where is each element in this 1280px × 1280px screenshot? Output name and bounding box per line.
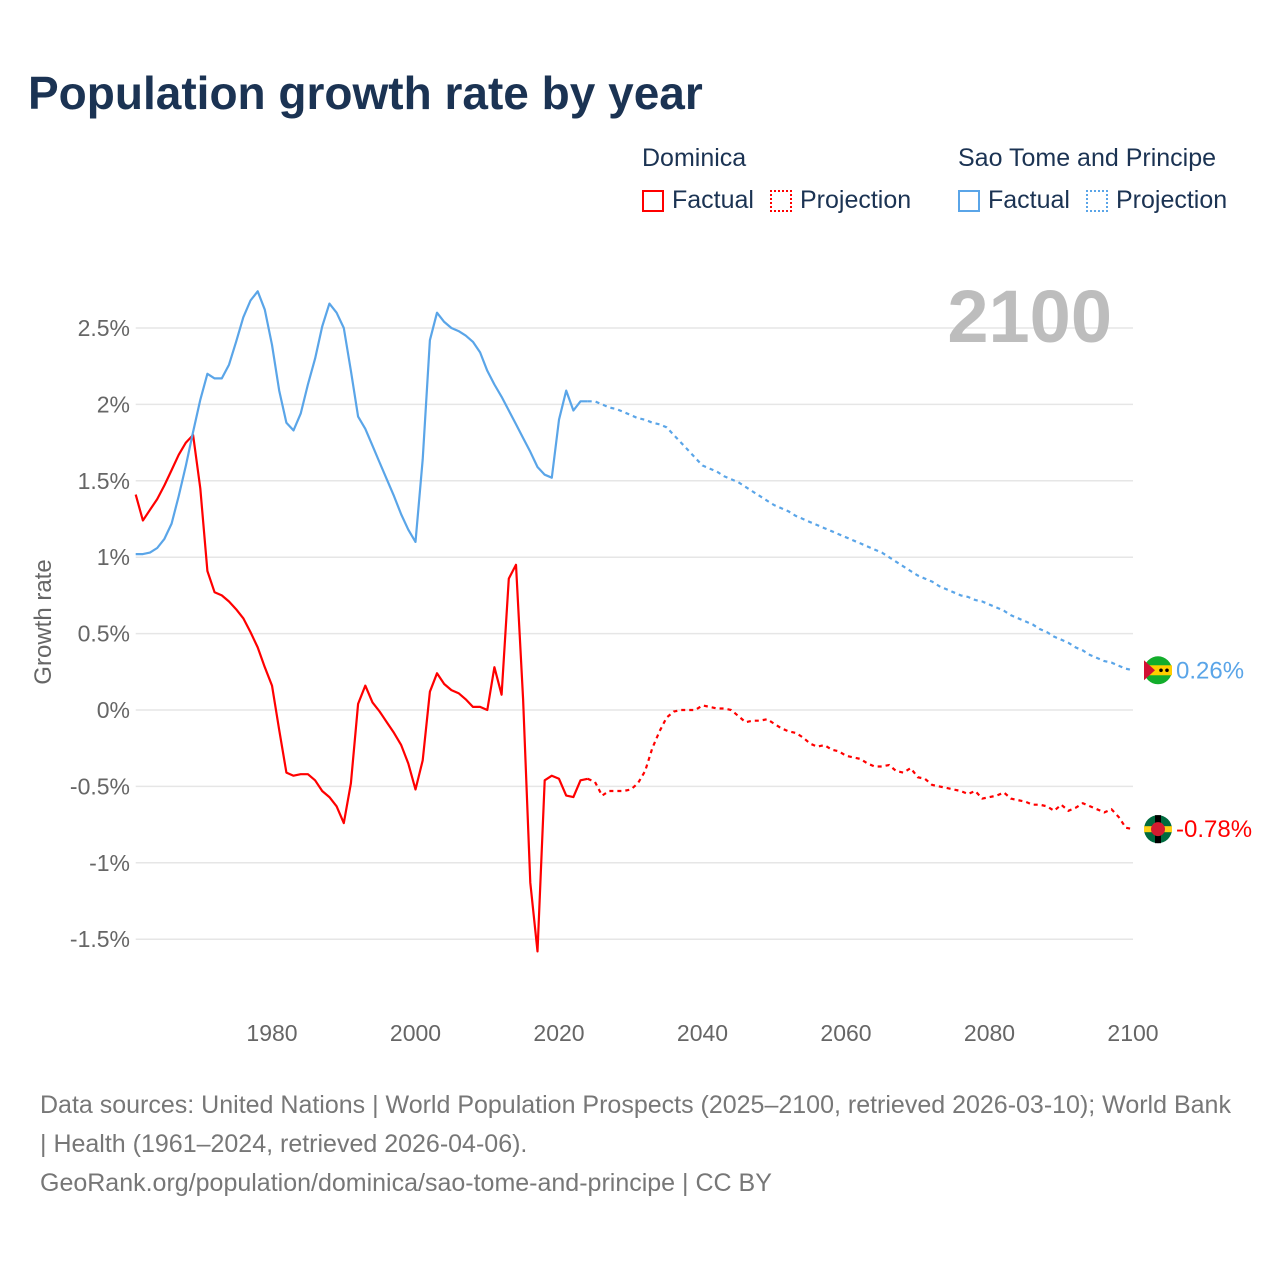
legend-swatch-solid	[958, 189, 980, 212]
legend-label: Factual	[672, 186, 754, 214]
x-tick-label: 2080	[964, 1020, 1015, 1046]
y-tick-label: 1%	[97, 544, 130, 570]
legend-stp-factual[interactable]: Factual	[958, 186, 1070, 215]
flag-star	[1159, 668, 1163, 673]
x-tick-label: 2000	[390, 1020, 441, 1046]
end-value-label-sao-tome: 0.26%	[1176, 657, 1244, 684]
series-line-sao-tome-factual	[135, 290, 588, 556]
legend-dominica: Dominica Factual Projection	[642, 144, 927, 215]
y-axis-label: Growth rate	[30, 559, 57, 684]
legend-group-name: Dominica	[642, 144, 747, 172]
flag-triangle	[1144, 660, 1155, 681]
x-tick-label: 2020	[533, 1020, 584, 1046]
legend-swatch-dotted	[769, 189, 792, 212]
legend-stp-projection[interactable]: Projection	[1085, 186, 1228, 215]
legend-label: Factual	[988, 186, 1070, 214]
flag-sao-tome-icon	[1144, 656, 1172, 685]
x-tick-label: 2060	[820, 1020, 871, 1046]
legend-sao-tome: Sao Tome and Principe Factual Projection	[958, 144, 1243, 215]
chart-title: Population growth rate by year	[28, 67, 703, 119]
legend-swatch-dotted	[1085, 189, 1108, 212]
legend-dominica-factual[interactable]: Factual	[642, 186, 754, 215]
y-tick-label: -1.5%	[70, 926, 130, 952]
y-tick-label: 0%	[97, 697, 130, 723]
y-tick-label: 0.5%	[78, 621, 130, 647]
legend-swatch-solid	[642, 189, 664, 212]
attribution-link[interactable]: GeoRank.org/population/dominica/sao-tome…	[40, 1169, 772, 1197]
data-sources: Data sources: United Nations | World Pop…	[40, 1091, 1231, 1158]
flag-disc	[1151, 822, 1165, 837]
y-tick-label: 2.5%	[78, 315, 130, 341]
y-tick-label: 1.5%	[78, 468, 130, 494]
y-tick-label: -0.5%	[70, 773, 130, 799]
year-label: 2100	[947, 275, 1112, 358]
x-tick-label: 2100	[1107, 1020, 1158, 1046]
legend-dominica-projection[interactable]: Projection	[769, 186, 912, 215]
series-line-dominica-factual	[134, 433, 588, 953]
y-tick-label: 2%	[97, 391, 130, 417]
end-value-label-dominica: -0.78%	[1176, 816, 1252, 843]
footer: Data sources: United Nations | World Pop…	[40, 1086, 1240, 1203]
x-tick-label: 1980	[246, 1020, 297, 1046]
flag-dominica-icon	[1144, 815, 1172, 844]
legend-label: Projection	[1115, 186, 1228, 214]
series-line-sao-tome-projection	[587, 400, 1134, 672]
x-tick-label: 2040	[677, 1020, 728, 1046]
legend-label: Projection	[799, 186, 912, 214]
y-tick-label: -1%	[89, 850, 130, 876]
legend-group-name: Sao Tome and Principe	[958, 144, 1217, 172]
flag-star	[1165, 668, 1169, 673]
flag-stripe	[1144, 665, 1172, 676]
series-line-dominica-projection	[587, 704, 1134, 831]
